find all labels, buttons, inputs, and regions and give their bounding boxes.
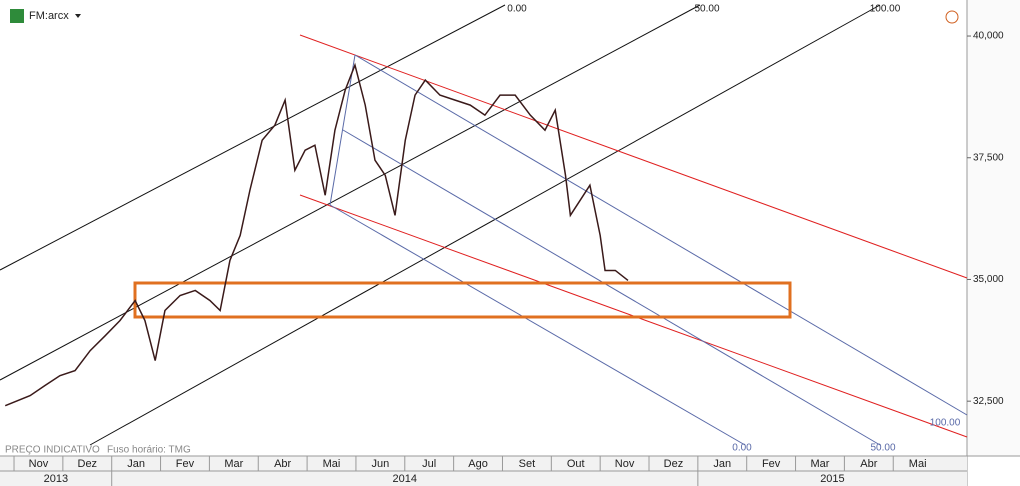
x-tick-label: Jan (713, 458, 731, 470)
x-tick-label: Out (567, 458, 585, 470)
x-tick-label: Mar (224, 458, 243, 470)
y-tick-label: 35,000 (973, 274, 1004, 285)
footer: Fuso horário: TMG (107, 445, 191, 456)
x-tick-label: Set (519, 458, 536, 470)
channel-line (89, 4, 881, 446)
year-label: 2015 (820, 473, 844, 485)
year-label: 2014 (393, 473, 417, 485)
drawings (0, 4, 968, 446)
footer: PREÇO INDICATIVO (5, 445, 100, 456)
x-tick-label: Jul (422, 458, 436, 470)
annotation: 0.00 (507, 4, 527, 15)
x-tick-label: Fev (762, 458, 781, 470)
x-tick-label: Mar (810, 458, 829, 470)
channel-line (342, 129, 881, 446)
price-line (4, 62, 629, 407)
annotation: 100.00 (930, 418, 961, 429)
x-tick-label: Mai (909, 458, 927, 470)
channel-line (329, 204, 746, 446)
symbol[interactable]: FM:arcx (29, 10, 69, 22)
x-tick-label: Dez (78, 458, 98, 470)
channel-line (0, 4, 506, 271)
x-tick-label: Abr (860, 458, 877, 470)
x-tick-label: Mai (323, 458, 341, 470)
annotation: 50.00 (870, 443, 895, 454)
symbol-icon (10, 9, 24, 23)
settings-icon[interactable] (945, 10, 959, 24)
y-tick-label: 37,500 (973, 152, 1004, 163)
y-tick-label: 32,500 (973, 396, 1004, 407)
x-tick-label: Fev (176, 458, 195, 470)
x-tick-label: Dez (664, 458, 684, 470)
x-tick-label: Ago (468, 458, 488, 470)
annotation: 50.00 (694, 4, 719, 15)
channel-line (354, 54, 968, 416)
year-label: 2013 (44, 473, 68, 485)
annotation: 0.00 (732, 443, 752, 454)
y-axis-panel (967, 0, 1020, 456)
channel-line (0, 4, 701, 381)
annotation: 100.00 (870, 4, 901, 15)
x-tick-label: Abr (274, 458, 291, 470)
y-tick-label: 40,000 (973, 31, 1004, 42)
channel-line (299, 34, 968, 279)
x-tick-label: Jun (371, 458, 389, 470)
x-tick-label: Nov (29, 458, 49, 470)
dropdown[interactable] (75, 14, 81, 18)
channel-line (329, 54, 356, 206)
x-tick-label: Jan (127, 458, 145, 470)
x-tick-label: Nov (615, 458, 635, 470)
